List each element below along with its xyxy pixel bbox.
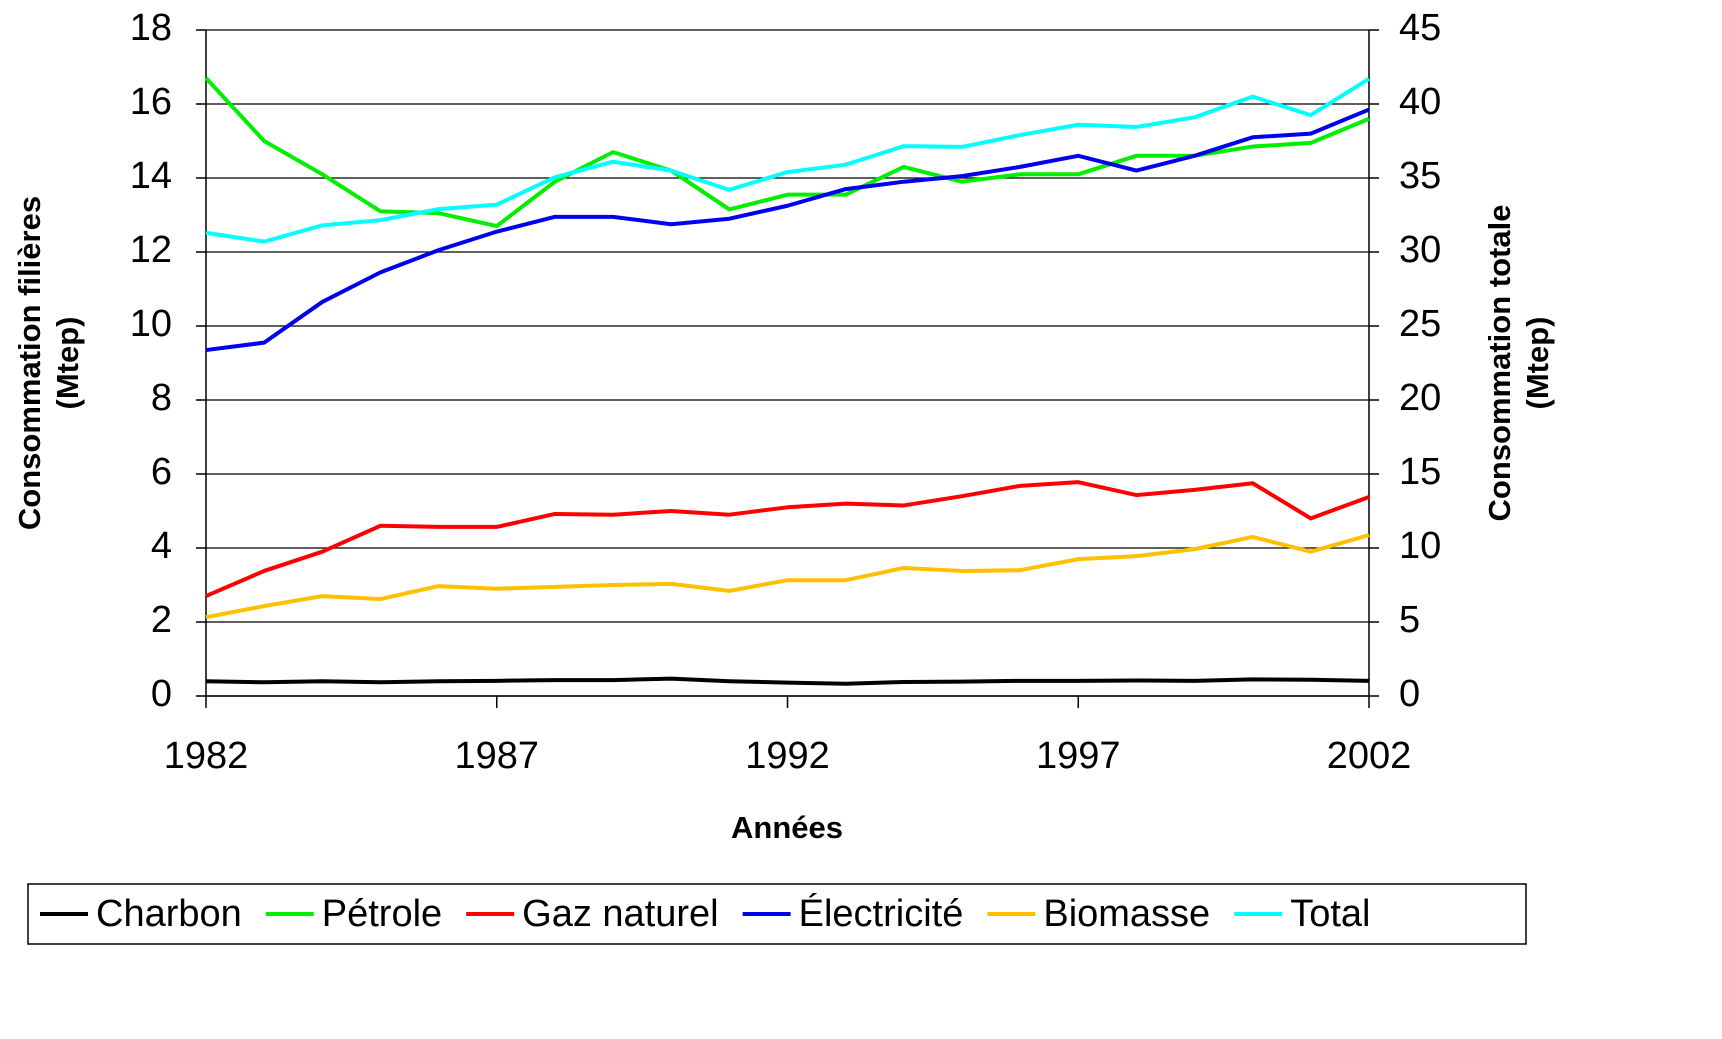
y-tick-label: 16 — [130, 81, 172, 123]
series-line — [205, 533, 1370, 620]
legend-item: Biomasse — [987, 893, 1210, 935]
legend-item: Charbon — [40, 893, 242, 935]
series-line — [205, 676, 1370, 686]
legend-item: Gaz naturel — [466, 893, 719, 935]
series-line — [205, 107, 1370, 353]
y-axis-label-line: Consommation filières — [12, 196, 47, 530]
x-tick-label: 1982 — [164, 735, 249, 777]
y-axis-label-line: (Mtep) — [50, 317, 85, 410]
x-tick-label: 2002 — [1327, 735, 1412, 777]
legend-label: Total — [1290, 893, 1370, 935]
y2-tick-label: 30 — [1399, 229, 1441, 271]
series-line — [205, 480, 1370, 598]
y-tick-label: 4 — [151, 525, 172, 567]
y2-tick-label: 10 — [1399, 525, 1441, 567]
legend-label: Biomasse — [1043, 893, 1210, 935]
y-tick-label: 14 — [130, 155, 172, 197]
legend-label: Gaz naturel — [522, 893, 718, 935]
y2-tick-label: 20 — [1399, 377, 1441, 419]
y2-axis-label: Consommation totale (Mtep) — [1482, 205, 1555, 522]
y2-tick-label: 35 — [1399, 155, 1441, 197]
y-tick-label: 8 — [151, 377, 172, 419]
y2-tick-label: 40 — [1399, 81, 1441, 123]
y2-tick-label: 15 — [1399, 451, 1441, 493]
x-tick-label: 1997 — [1036, 735, 1121, 777]
legend-label: Électricité — [799, 892, 964, 935]
y-tick-label: 2 — [151, 599, 172, 641]
legend-label: Pétrole — [322, 893, 442, 935]
y-tick-label: 18 — [130, 7, 172, 49]
y-axis-label: Consommation filières (Mtep) — [12, 196, 85, 530]
series-line — [204, 76, 1370, 229]
y-tick-label: 0 — [151, 673, 172, 715]
legend-label: Charbon — [96, 893, 242, 935]
legend-item: Total — [1234, 893, 1370, 935]
x-tick-label: 1992 — [745, 735, 830, 777]
legend-item: Électricité — [742, 892, 964, 935]
series-line — [205, 77, 1371, 244]
y2-axis-label-line: Consommation totale — [1482, 205, 1517, 522]
x-axis-label: Années — [731, 810, 843, 845]
y-tick-label: 10 — [130, 303, 172, 345]
x-tick-label: 1987 — [454, 735, 539, 777]
y2-tick-label: 25 — [1399, 303, 1441, 345]
y2-axis-label-line: (Mtep) — [1520, 317, 1555, 410]
y-tick-label: 12 — [130, 229, 172, 271]
y2-tick-label: 45 — [1399, 7, 1441, 49]
legend-item: Pétrole — [265, 893, 442, 935]
y-tick-label: 6 — [151, 451, 172, 493]
y2-tick-label: 5 — [1399, 599, 1420, 641]
y2-tick-label: 0 — [1399, 673, 1420, 715]
